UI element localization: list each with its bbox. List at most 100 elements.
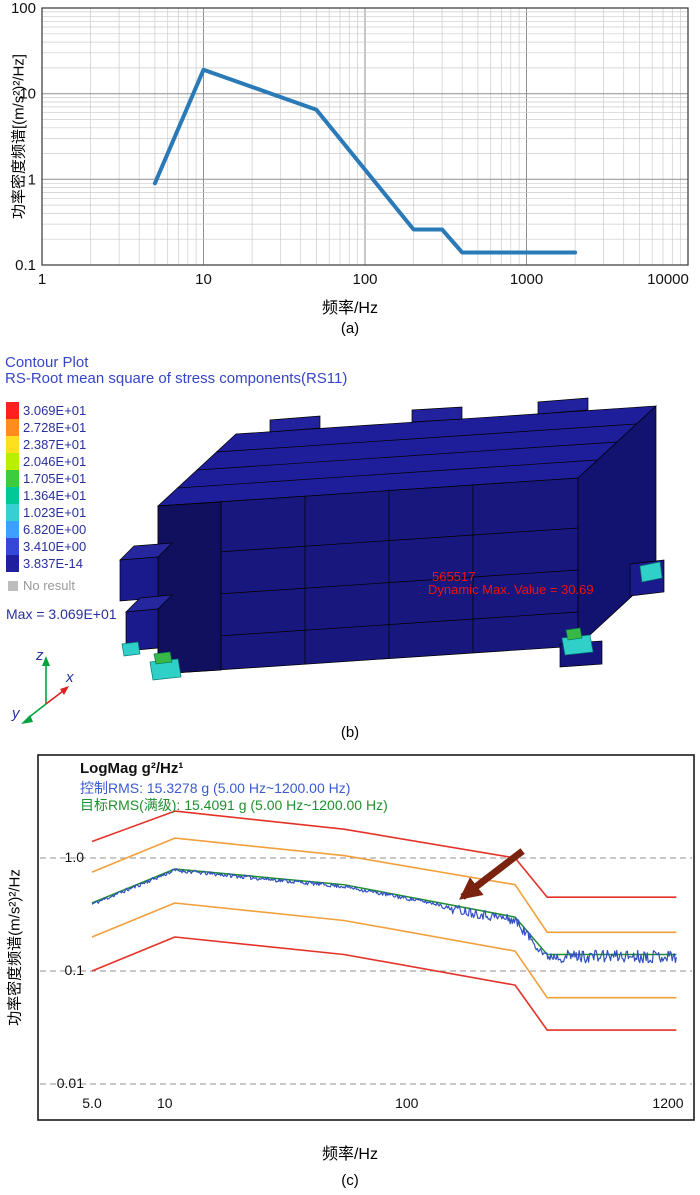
- panel-c-ylabel: 功率密度频谱(m/s²)²/Hz: [6, 869, 24, 1026]
- model-panel-seam: [215, 423, 637, 453]
- panel-b-caption: (b): [340, 724, 360, 741]
- x-tick-label: 1000: [510, 271, 543, 288]
- legend-value: 3.069E+01: [23, 403, 87, 418]
- panel-c-xlabel: 频率/Hz: [321, 1146, 378, 1163]
- model-left-recess: [157, 501, 222, 675]
- plot-border: [41, 7, 689, 266]
- model-left-tab: [119, 556, 159, 602]
- legend-value: 1.023E+01: [23, 505, 87, 520]
- coordinate-triad: z x y: [11, 647, 74, 724]
- contour-legend-entry: 1.705E+01: [6, 470, 86, 487]
- y-tick-label: 1: [28, 171, 36, 188]
- series-abort-upper: [91, 810, 677, 898]
- x-tick-label: 10: [195, 271, 212, 288]
- contour-legend-entry: 1.023E+01: [6, 504, 86, 521]
- contour-legend-entry: 2.728E+01: [6, 419, 86, 436]
- panel-a: 1 10 100 1000 10000 100 10 1 0.1 功率密度频谱[(m/s²)²/…: [0, 0, 700, 352]
- x-tick-label: 100: [395, 1095, 419, 1111]
- axis-x-arrowhead: [60, 686, 69, 695]
- legend-value: 1.364E+01: [23, 488, 87, 503]
- axis-z-arrowhead: [42, 656, 50, 666]
- x-tick-label: 5.0: [82, 1095, 102, 1111]
- legend-color-swatch: [6, 402, 19, 419]
- panel-a-caption: (a): [340, 320, 360, 337]
- contour-plot-title: Contour Plot: [5, 354, 89, 371]
- contour-legend-entry: 3.837E-14: [6, 555, 86, 572]
- series-target: [91, 868, 677, 956]
- y-tick-label: 0.1: [65, 962, 85, 978]
- legend-value: 1.705E+01: [23, 471, 87, 486]
- dynamic-max-label: Dynamic Max. Value = 30.69: [428, 582, 594, 597]
- model-top-bracket: [411, 406, 463, 423]
- axis-x-label: x: [65, 669, 74, 686]
- legend-color-swatch: [6, 538, 19, 555]
- legend-color-swatch: [6, 487, 19, 504]
- hotspot-node-id: 565517: [432, 569, 476, 584]
- no-result-swatch: [8, 580, 18, 591]
- x-tick-label: 1: [38, 271, 46, 288]
- series-alarm-lower: [91, 902, 677, 999]
- legend-color-swatch: [6, 419, 19, 436]
- series-alarm-upper: [91, 837, 677, 934]
- legend-color-swatch: [6, 470, 19, 487]
- y-tick-label: 0.1: [15, 257, 36, 274]
- contour-legend-entry: 1.364E+01: [6, 487, 86, 504]
- x-tick-label: 1200: [652, 1095, 683, 1111]
- control-spectrum-chart: 1.0 0.1 0.01 5.0 10 100 1200: [37, 754, 695, 1121]
- x-tick-label: 100: [352, 271, 377, 288]
- legend-value: 3.837E-14: [23, 556, 83, 571]
- contour-legend-entry: 6.820E+00: [6, 521, 86, 538]
- stress-hotspot-patch: [639, 561, 663, 583]
- legend-color-swatch: [6, 436, 19, 453]
- axis-z-label: z: [35, 647, 44, 664]
- chart-c-title: LogMag g²/Hz¹: [80, 760, 184, 777]
- contour-legend: 3.069E+01 2.728E+01 2.387E+01 2.046E+01 1.70…: [6, 402, 86, 572]
- panel-c-caption: (c): [341, 1172, 359, 1189]
- legend-value: 6.820E+00: [23, 522, 87, 537]
- series-control: [91, 868, 677, 964]
- axis-y-arrow: [27, 703, 47, 719]
- no-result-label: No result: [23, 578, 76, 593]
- contour-legend-entry: 3.069E+01: [6, 402, 86, 419]
- axis-y-arrowhead: [21, 715, 33, 724]
- legend-color-swatch: [6, 521, 19, 538]
- series-abort-lower: [91, 936, 677, 1031]
- max-value-label: Max = 3.069E+01: [6, 606, 117, 622]
- stress-hotspot-patch: [121, 641, 141, 657]
- contour-legend-entry: 2.387E+01: [6, 436, 86, 453]
- target-rms-readout: 目标RMS(满级): 15.4091 g (5.00 Hz~1200.00 Hz…: [80, 797, 388, 813]
- model-layer-seam: [157, 569, 579, 599]
- y-tick-label: 10: [19, 86, 36, 103]
- legend-color-swatch: [6, 555, 19, 572]
- contour-legend-entry: 2.046E+01: [6, 453, 86, 470]
- panel-a-xlabel: 频率/Hz: [321, 300, 378, 317]
- model-layer-seam: [157, 527, 579, 557]
- contour-legend-entry: 3.410E+00: [6, 538, 86, 555]
- x-tick-label: 10000: [647, 271, 689, 288]
- stress-hotspot-patch: [565, 627, 583, 641]
- y-tick-label: 1.0: [65, 849, 85, 865]
- y-tick-label: 0.01: [57, 1075, 84, 1091]
- battery-pack-model: [119, 397, 665, 681]
- fea-model-view: z x y: [11, 397, 665, 724]
- model-top-bracket: [269, 415, 321, 433]
- model-left-tab: [125, 608, 159, 652]
- panel-a-ylabel: 功率密度频谱[(m/s²)²/Hz]: [10, 54, 28, 219]
- x-tick-label: 10: [157, 1095, 173, 1111]
- legend-value: 2.728E+01: [23, 420, 87, 435]
- legend-value: 2.046E+01: [23, 454, 87, 469]
- stress-hotspot-patch: [153, 651, 173, 665]
- legend-value: 2.387E+01: [23, 437, 87, 452]
- axis-y-label: y: [11, 705, 21, 722]
- model-layer-seam: [157, 611, 579, 641]
- chart-frame: [37, 754, 695, 1121]
- annotation-arrow: [459, 848, 525, 900]
- legend-no-result: No result: [8, 578, 75, 593]
- y-tick-label: 100: [11, 0, 36, 17]
- series-psd-profile: [152, 67, 578, 255]
- legend-color-swatch: [6, 453, 19, 470]
- control-rms-readout: 控制RMS: 15.3278 g (5.00 Hz~1200.00 Hz): [80, 780, 351, 796]
- panel-c: 1.0 0.1 0.01 5.0 10 100 1200 LogMag g²/Hz¹ 控制R…: [0, 752, 700, 1195]
- model-top-bracket: [537, 397, 589, 415]
